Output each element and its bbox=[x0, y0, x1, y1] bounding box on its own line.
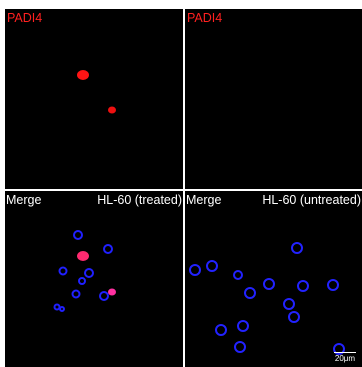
nucleus bbox=[215, 324, 227, 336]
nucleus bbox=[237, 320, 249, 332]
padi4-cell bbox=[77, 70, 89, 80]
nucleus bbox=[288, 311, 300, 323]
nucleus bbox=[84, 268, 94, 278]
merge-cell bbox=[108, 288, 116, 296]
merge-treated-panel: Merge HL-60 (treated) bbox=[5, 191, 183, 367]
panel-label-left: Merge bbox=[6, 193, 42, 207]
nucleus bbox=[189, 264, 201, 276]
padi4-cell bbox=[108, 106, 116, 114]
scale-bar: 20μm bbox=[332, 352, 358, 363]
nucleus bbox=[206, 260, 218, 272]
panel-label: PADI4 bbox=[7, 11, 43, 25]
scale-bar-label: 20μm bbox=[334, 354, 356, 363]
padi4-untreated-panel: PADI4 bbox=[185, 9, 362, 189]
nucleus bbox=[291, 242, 303, 254]
nucleus bbox=[263, 278, 275, 290]
panel-label: PADI4 bbox=[187, 11, 223, 25]
nucleus bbox=[233, 270, 243, 280]
nucleus bbox=[333, 343, 345, 355]
merge-untreated-cells bbox=[189, 242, 345, 355]
panel-label-right: HL-60 (untreated) bbox=[262, 193, 361, 207]
merge-cell bbox=[77, 251, 89, 261]
nucleus bbox=[78, 277, 86, 285]
padi4-treated-cells bbox=[77, 70, 116, 114]
padi4-treated-panel: PADI4 bbox=[5, 9, 183, 189]
nucleus bbox=[73, 230, 83, 240]
nucleus bbox=[53, 303, 61, 311]
nucleus bbox=[297, 280, 309, 292]
nucleus bbox=[234, 341, 246, 353]
scale-bar-line bbox=[334, 352, 356, 353]
nucleus bbox=[327, 279, 339, 291]
merge-treated-cells bbox=[53, 230, 116, 312]
merge-untreated-panel: Merge HL-60 (untreated) 20μm bbox=[185, 191, 362, 367]
nucleus bbox=[244, 287, 256, 299]
nucleus bbox=[58, 266, 68, 276]
panel-label-left: Merge bbox=[186, 193, 222, 207]
nucleus bbox=[99, 291, 109, 301]
panel-label-right: HL-60 (treated) bbox=[97, 193, 182, 207]
nucleus bbox=[59, 306, 65, 312]
nucleus bbox=[103, 244, 113, 254]
nucleus bbox=[71, 289, 81, 299]
nucleus bbox=[283, 298, 295, 310]
